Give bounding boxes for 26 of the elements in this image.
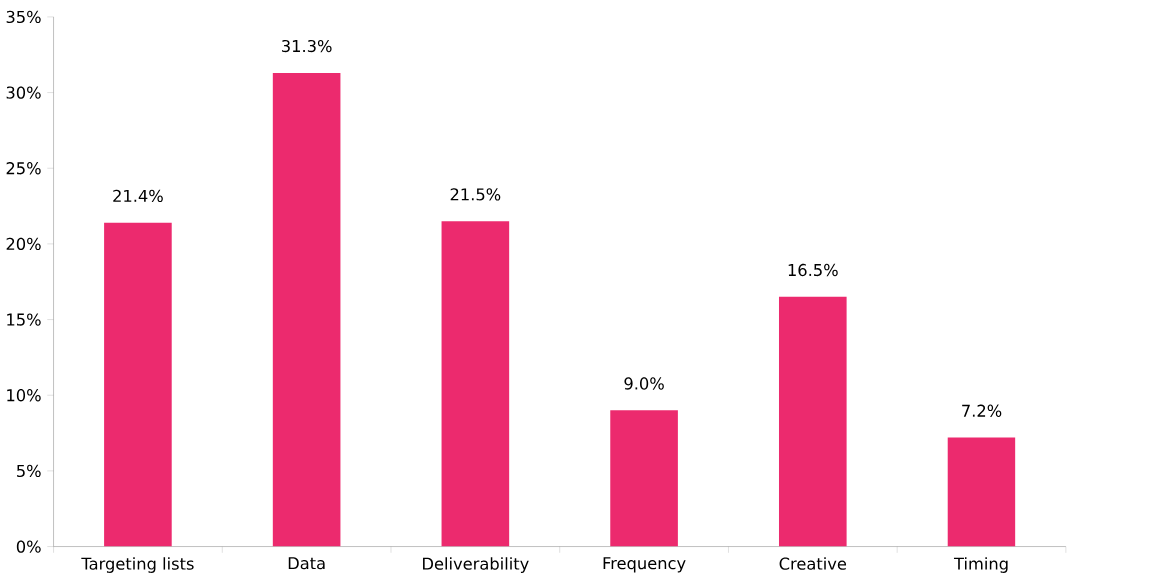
data-label: 21.4% [113,189,163,202]
bar [778,296,847,547]
y-tick-label: 25% [6,161,41,175]
x-tick-label: Timing [953,557,1008,573]
x-tick-label: Creative [779,557,847,570]
bar [610,410,678,547]
bar [441,221,510,547]
data-label: 16.5% [788,263,838,277]
x-tick-label: Data [288,557,325,570]
x-tick-label: Frequency [603,557,686,573]
data-label: 21.5% [450,188,501,201]
x-tick-label: Targeting lists [81,557,194,573]
data-label: 31.3% [282,39,332,53]
data-label: 9.0% [624,377,664,390]
bar [947,437,1016,547]
y-tick-label: 30% [6,86,41,99]
y-tick-label: 0% [16,540,41,553]
x-tick-label: Deliverability [423,557,529,573]
y-tick-label: 10% [7,388,41,402]
y-tick-label: 5% [17,464,41,477]
bar [272,72,341,547]
y-tick-label: 15% [7,313,41,326]
bar [104,222,172,547]
y-tick-label: 35% [6,10,41,23]
data-label: 7.2% [962,404,1002,417]
y-tick-label: 20% [6,237,41,250]
